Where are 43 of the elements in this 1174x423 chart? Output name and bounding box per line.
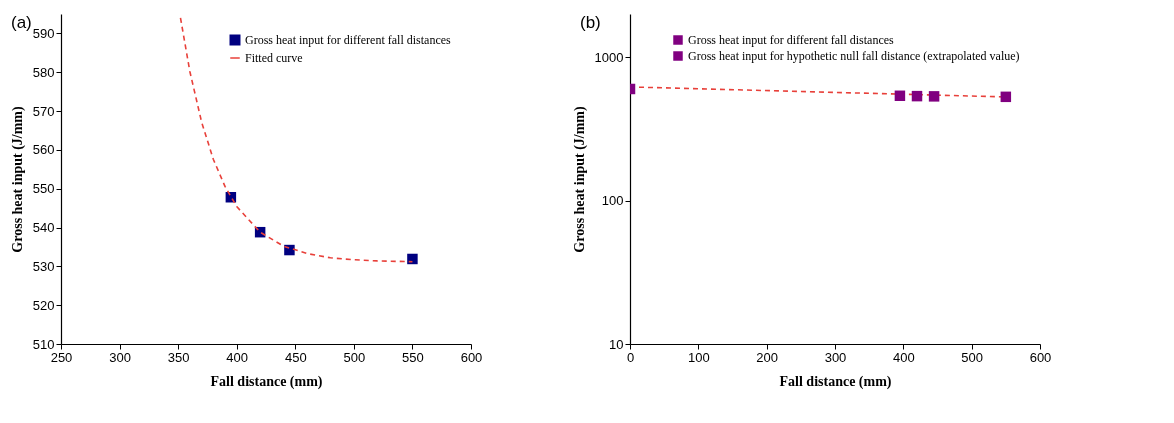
y-tick-label: 530 (32, 258, 55, 274)
point (911, 90, 923, 102)
point (284, 244, 295, 256)
x-tick-label: 300 (109, 349, 131, 365)
x-tick-label: 600 (460, 349, 483, 365)
y-tick-label: 590 (32, 25, 55, 41)
x-tick-label: 450 (284, 349, 307, 365)
y-axis-title: Gross heat input (J/mm) (9, 105, 26, 253)
y-axis-title: Gross heat input (J/mm) (571, 105, 588, 253)
x-tick-label: 600 (1029, 349, 1052, 365)
legend-label: Gross heat input for different fall distances (245, 33, 452, 47)
y-tick-label: 580 (32, 64, 55, 80)
chart-title: (a) (11, 13, 32, 32)
point (894, 90, 906, 102)
y-tick-label: 560 (32, 142, 55, 158)
x-tick-label: 100 (687, 349, 710, 365)
x-tick-label: 200 (756, 349, 779, 365)
x-axis-title: Fall distance (mm) (210, 373, 323, 390)
y-tick-label: 100 (601, 193, 624, 209)
chart-title: (b) (580, 13, 601, 32)
y-tick-label: 1000 (594, 49, 624, 65)
point (928, 91, 940, 102)
y-tick-label: 550 (32, 181, 55, 197)
x-tick-label: 0 (626, 349, 635, 365)
x-tick-label: 250 (50, 349, 73, 365)
y-tick-label: 540 (32, 220, 55, 236)
x-tick-label: 400 (226, 349, 249, 365)
x-tick-label: 350 (167, 349, 190, 365)
point (1000, 91, 1012, 103)
y-tick-label: 520 (32, 297, 55, 313)
legend-label: Fitted curve (245, 51, 303, 65)
legend-label: Gross heat input for hypothetic null fall distance (extrapolated value) (688, 49, 1020, 63)
y-tick-label: 10 (609, 336, 624, 352)
x-tick-label: 500 (343, 349, 366, 365)
x-axis-title: Fall distance (mm) (779, 373, 892, 390)
point (407, 253, 418, 265)
legend-label: Gross heat input for different fall distances (688, 33, 895, 47)
x-tick-label: 500 (961, 349, 984, 365)
x-tick-label: 550 (402, 349, 424, 365)
x-tick-label: 400 (892, 349, 915, 365)
x-tick-label: 300 (824, 349, 847, 365)
y-tick-label: 510 (32, 336, 55, 352)
y-tick-label: 570 (32, 103, 55, 119)
